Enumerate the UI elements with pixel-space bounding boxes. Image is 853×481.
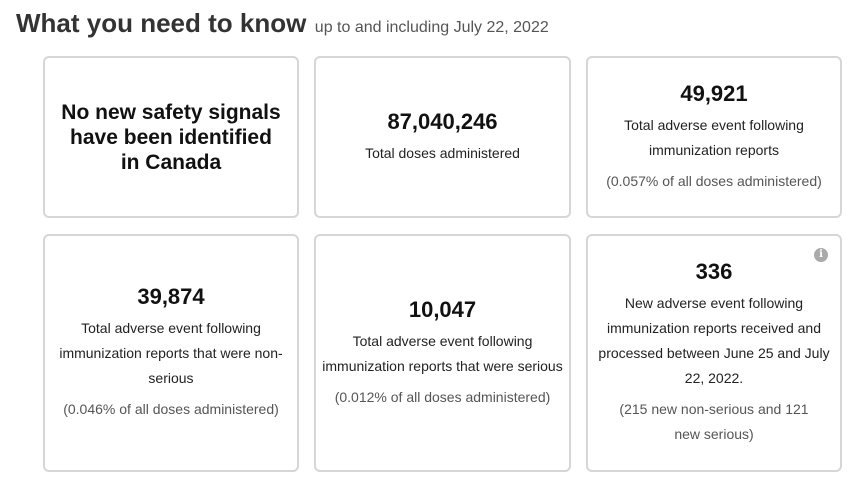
non-serious-value: 39,874: [137, 284, 205, 309]
total-reports-label: Total adverse event following immunizati…: [624, 116, 804, 158]
card-total-reports: 49,921 Total adverse event following imm…: [586, 56, 842, 218]
page-title: What you need to know: [16, 8, 307, 38]
card-new-reports: i 336 New adverse event following immuni…: [586, 234, 842, 472]
non-serious-label: Total adverse event following immunizati…: [59, 320, 283, 386]
card-serious-reports: 10,047 Total adverse event following imm…: [314, 234, 571, 472]
new-reports-label: New adverse event following immunization…: [598, 295, 830, 386]
serious-note: (0.012% of all doses administered): [334, 388, 551, 405]
page-header: What you need to know up to and includin…: [16, 8, 549, 39]
card-total-doses: 87,040,246 Total doses administered: [314, 56, 571, 218]
new-reports-note: (215 new non-serious and 121 new serious…: [619, 401, 809, 442]
serious-label: Total adverse event following immunizati…: [322, 332, 563, 374]
total-doses-value: 87,040,246: [387, 108, 498, 134]
card-safety-signals: No new safety signals have been identifi…: [43, 56, 299, 218]
info-icon[interactable]: i: [814, 248, 828, 262]
total-reports-value: 49,921: [680, 80, 748, 106]
new-reports-value: 336: [695, 259, 733, 284]
card-non-serious-reports: 39,874 Total adverse event following imm…: [43, 234, 299, 472]
serious-value: 10,047: [408, 296, 477, 322]
safety-signals-statement: No new safety signals have been identifi…: [61, 100, 281, 174]
non-serious-note: (0.046% of all doses administered): [63, 401, 279, 417]
total-reports-note: (0.057% of all doses administered): [606, 172, 822, 189]
page-subtitle: up to and including July 22, 2022: [314, 19, 549, 36]
total-doses-label: Total doses administered: [365, 144, 520, 161]
